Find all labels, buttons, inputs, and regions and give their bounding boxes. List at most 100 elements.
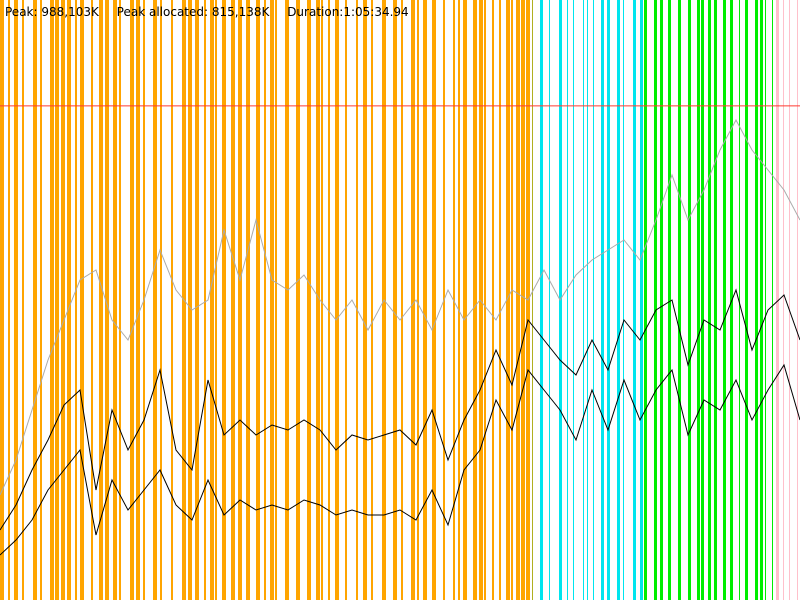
phase-bar — [697, 0, 700, 600]
phase-bar — [423, 0, 427, 600]
phase-bar — [668, 0, 671, 600]
phase-bar — [130, 0, 134, 600]
phase-bar — [210, 0, 214, 600]
phase-bar — [264, 0, 266, 600]
phase-bar — [321, 0, 323, 600]
phase-bar — [473, 0, 477, 600]
phase-bar — [607, 0, 610, 600]
series-line-2 — [0, 288, 800, 531]
phase-bar — [113, 0, 117, 600]
phase-bar — [723, 0, 726, 600]
phase-bar — [40, 0, 42, 600]
phase-bar — [755, 0, 758, 600]
phase-bar — [75, 0, 77, 600]
phase-bar — [188, 0, 192, 600]
phase-bar — [484, 0, 486, 600]
phase-bar — [417, 0, 419, 600]
phase-bar — [67, 0, 71, 600]
phase-bar — [270, 0, 274, 600]
phase-bar — [797, 0, 798, 600]
phase-bar — [401, 0, 403, 600]
phase-bar — [316, 0, 320, 600]
phase-bar — [171, 0, 173, 600]
phase-bar — [640, 0, 643, 600]
phase-bar — [587, 0, 588, 600]
phase-bar — [275, 0, 277, 600]
phase-bar — [195, 0, 199, 600]
phase-bar — [617, 0, 620, 600]
series-line-3 — [0, 363, 800, 556]
phase-bar — [393, 0, 397, 600]
phase-bar — [714, 0, 717, 600]
phase-bar — [506, 0, 510, 600]
phase-bar — [204, 0, 206, 600]
phase-bar — [678, 0, 681, 600]
phase-bar — [432, 0, 436, 600]
phase-bar — [8, 0, 10, 600]
phase-bar — [479, 0, 483, 600]
phase-bar — [765, 0, 766, 600]
phase-bar — [772, 0, 773, 600]
phase-bar — [644, 0, 647, 600]
phase-bar — [246, 0, 250, 600]
phase-bar — [22, 0, 24, 600]
phase-bar — [371, 0, 373, 600]
phase-bar — [789, 0, 790, 600]
phase-bar — [745, 0, 748, 600]
phase-bar — [55, 0, 59, 600]
phase-bar — [601, 0, 604, 600]
phase-bar — [573, 0, 574, 600]
phase-bar — [296, 0, 300, 600]
phase-bar — [363, 0, 367, 600]
series-line-1 — [0, 118, 800, 496]
phase-bar — [345, 0, 347, 600]
phase-bar — [593, 0, 594, 600]
phase-bar — [739, 0, 740, 600]
phase-bar — [532, 0, 533, 600]
phase-bar — [540, 0, 543, 600]
phase-bar — [623, 0, 624, 600]
phase-bar — [256, 0, 260, 600]
phase-bar — [660, 0, 663, 600]
phase-bar — [335, 0, 339, 600]
phase-bar — [33, 0, 37, 600]
phase-bar — [453, 0, 455, 600]
phase-bar — [215, 0, 217, 600]
phase-bar — [160, 0, 162, 600]
phase-bar — [492, 0, 494, 600]
phase-bar — [463, 0, 467, 600]
phase-bar — [521, 0, 525, 600]
phase-bar — [356, 0, 358, 600]
phase-bar — [105, 0, 109, 600]
phase-bar — [549, 0, 550, 600]
phase-bar — [50, 0, 54, 600]
phase-bar — [776, 0, 779, 600]
phase-bar — [231, 0, 235, 600]
phase-bar — [0, 0, 4, 600]
phase-bar — [567, 0, 568, 600]
phase-bar — [516, 0, 520, 600]
phase-bar — [511, 0, 513, 600]
phase-bar — [91, 0, 93, 600]
phase-bar — [80, 0, 84, 600]
phase-bar — [285, 0, 289, 600]
phase-bar — [307, 0, 311, 600]
phase-bar — [654, 0, 657, 600]
phase-bar — [99, 0, 103, 600]
phase-bar — [701, 0, 704, 600]
phase-bar — [583, 0, 584, 600]
phase-bar — [708, 0, 711, 600]
phase-bar — [458, 0, 460, 600]
phase-bar — [61, 0, 65, 600]
phase-bar — [153, 0, 157, 600]
phase-bar — [119, 0, 121, 600]
phase-bar — [238, 0, 242, 600]
phase-bar — [14, 0, 18, 600]
series-lines — [0, 118, 800, 556]
phase-bar — [688, 0, 691, 600]
phase-bar — [760, 0, 763, 600]
phase-bar — [411, 0, 415, 600]
phase-bar — [328, 0, 330, 600]
phase-bar — [499, 0, 501, 600]
